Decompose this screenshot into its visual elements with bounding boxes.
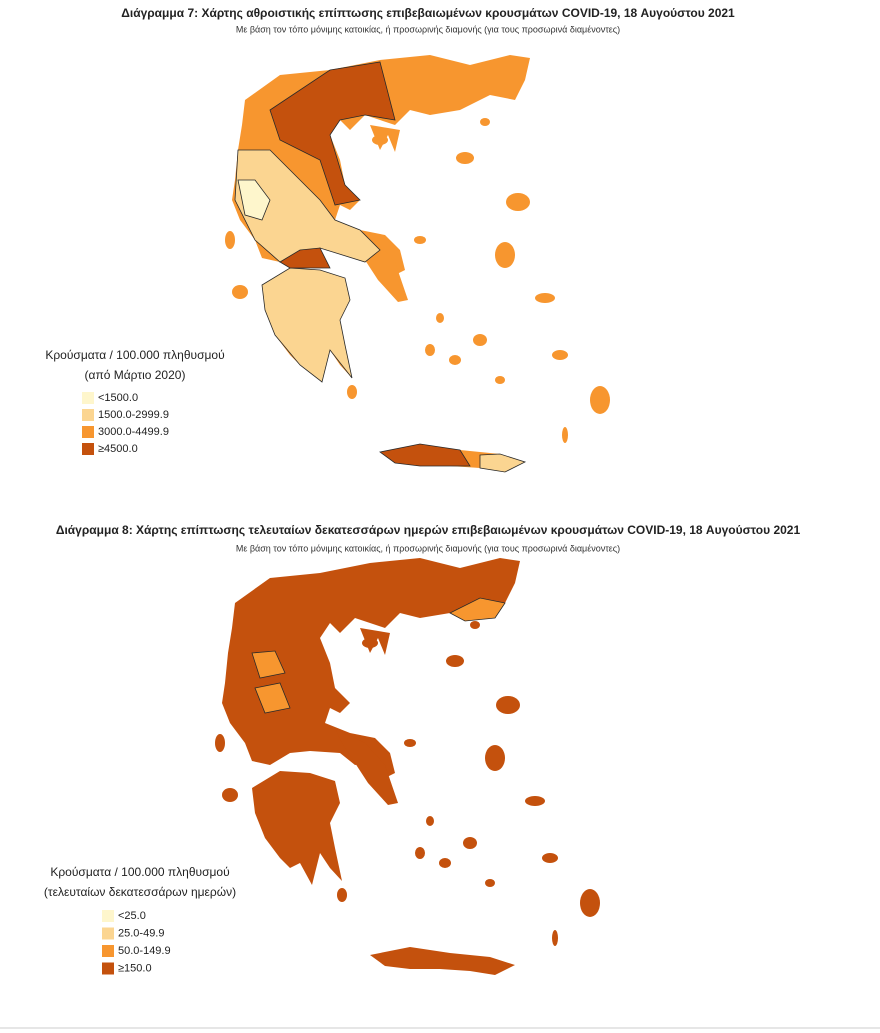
- legend-label: ≥4500.0: [98, 443, 138, 455]
- legend-title: Κρούσματα / 100.000 πληθυσμού: [50, 865, 229, 879]
- legend-title: Κρούσματα / 100.000 πληθυσμού: [45, 348, 224, 362]
- legend: Κρούσματα / 100.000 πληθυσμού (τελευταίω…: [44, 865, 236, 975]
- map-title: Διάγραμμα 8: Χάρτης επίπτωσης τελευταίων…: [56, 523, 801, 537]
- legend-swatch: [82, 443, 94, 455]
- legend-label: 25.0-49.9: [118, 927, 164, 939]
- map-subtitle: Με βάση τον τόπο μόνιμης κατοικίας, ή πρ…: [236, 543, 620, 553]
- legend-title: (από Μάρτιο 2020): [85, 368, 186, 382]
- map-title: Διάγραμμα 7: Χάρτης αθροιστικής επίπτωση…: [121, 6, 735, 20]
- legend-label: 50.0-149.9: [118, 945, 171, 957]
- legend-swatch: [102, 945, 114, 957]
- legend-swatch: [102, 927, 114, 940]
- map-subtitle: Με βάση τον τόπο μόνιμης κατοικίας, ή πρ…: [236, 24, 620, 34]
- legend-swatch: [102, 910, 114, 922]
- legend-label: 1500.0-2999.9: [98, 409, 169, 421]
- legend-title: (τελευταίων δεκατεσσάρων ημερών): [44, 885, 236, 899]
- map-greece: [225, 55, 610, 473]
- legend-label: ≥150.0: [118, 962, 152, 974]
- map-greece: [215, 558, 600, 975]
- legend-swatch: [82, 409, 94, 421]
- legend-swatch: [82, 426, 94, 438]
- legend: Κρούσματα / 100.000 πληθυσμού (από Μάρτι…: [45, 348, 225, 455]
- legend-swatch: [82, 392, 94, 404]
- legend-label: <25.0: [118, 910, 146, 922]
- legend-swatch: [102, 962, 114, 975]
- legend-label: 3000.0-4499.9: [98, 426, 169, 438]
- legend-label: <1500.0: [98, 392, 138, 404]
